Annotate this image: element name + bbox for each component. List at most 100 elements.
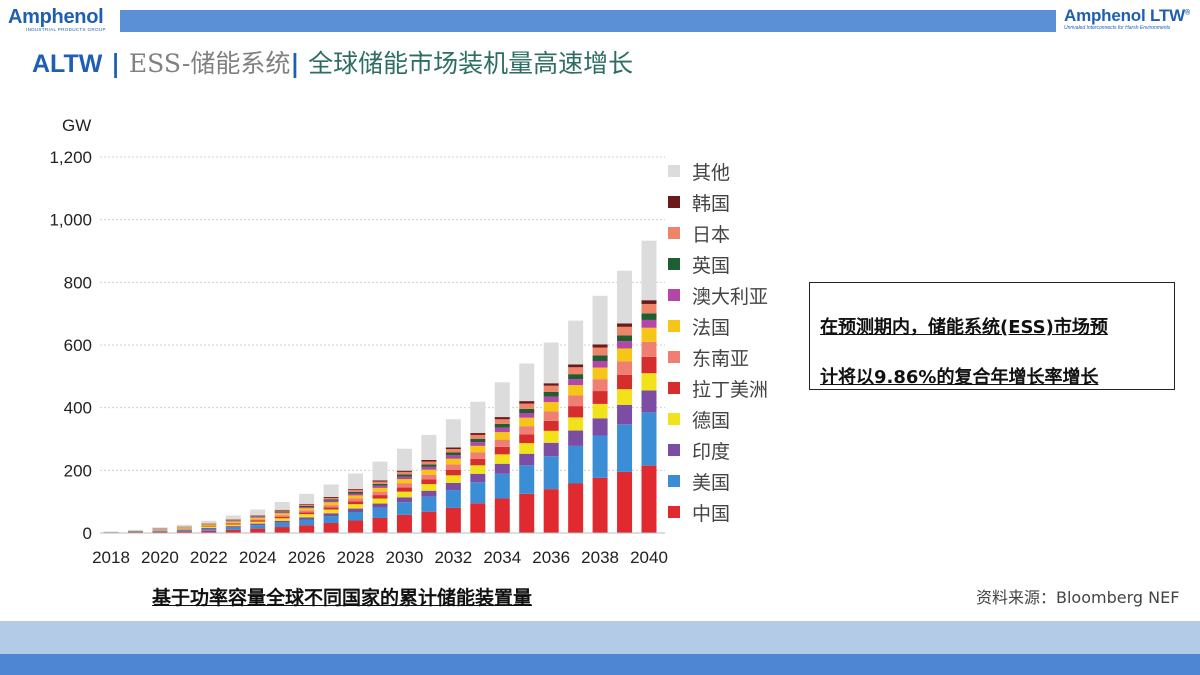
bar-segment-2024 (250, 521, 266, 524)
legend-label: 美国 (692, 472, 730, 494)
bar-segment-2038 (592, 347, 608, 356)
bar-segment-2038 (592, 360, 608, 368)
bar-segment-2038 (592, 295, 608, 345)
bar-segment-2025 (274, 515, 290, 517)
bar-segment-2037 (568, 379, 584, 386)
bar-segment-2035 (519, 443, 535, 454)
y-tick-label: 600 (64, 336, 92, 355)
bar-segment-2029 (372, 487, 388, 492)
bar-segment-2040 (641, 465, 657, 533)
bar-segment-2033 (470, 473, 486, 483)
bar-segment-2040 (641, 300, 657, 304)
y-tick-label: 200 (64, 461, 92, 480)
bar-segment-2034 (494, 498, 510, 533)
bar-segment-2026 (299, 510, 315, 513)
bar-segment-2029 (372, 495, 388, 499)
bar-segment-2022 (201, 527, 217, 529)
bar-segment-2028 (348, 520, 364, 533)
legend-swatch (668, 413, 680, 425)
bar-segment-2020 (152, 530, 168, 532)
bar-segment-2034 (494, 463, 510, 474)
bar-segment-2031 (421, 464, 437, 467)
bar-segment-2035 (519, 417, 535, 427)
bar-segment-2034 (494, 454, 510, 464)
x-tick-label: 2028 (337, 548, 375, 567)
bar-segment-2031 (421, 434, 437, 460)
bar-segment-2033 (470, 401, 486, 434)
bar-segment-2028 (348, 512, 364, 521)
bar-segment-2030 (396, 497, 412, 503)
bar-segment-2023 (225, 526, 241, 528)
bar-segment-2023 (225, 529, 241, 533)
bar-segment-2028 (348, 491, 364, 494)
bar-segment-2040 (641, 240, 657, 301)
bar-segment-2029 (372, 483, 388, 486)
x-tick-label: 2022 (190, 548, 228, 567)
bar-segment-2034 (494, 419, 510, 424)
legend-label: 拉丁美洲 (692, 379, 768, 401)
bar-segment-2033 (470, 465, 486, 474)
bar-segment-2029 (372, 503, 388, 508)
bar-segment-2036 (543, 392, 559, 397)
bar-segment-2027 (323, 522, 339, 533)
bar-segment-2039 (617, 404, 633, 425)
growth-note-line-1: 在预测期内，储能系统(ESS)市场预 (820, 317, 1108, 338)
bar-segment-2032 (445, 452, 461, 456)
bar-segment-2030 (396, 487, 412, 492)
bar-segment-2027 (323, 497, 339, 500)
bar-segment-2025 (274, 520, 290, 523)
amphenol-logo: Amphenol INDUSTRIAL PRODUCTS GROUP (8, 6, 106, 32)
bar-segment-2028 (348, 498, 364, 502)
bar-segment-2022 (201, 526, 217, 527)
bar-segment-2035 (519, 401, 535, 404)
bar-segment-2035 (519, 412, 535, 418)
bar-segment-2031 (421, 459, 437, 462)
bar-segment-2032 (445, 464, 461, 470)
bar-segment-2038 (592, 477, 608, 533)
bar-segment-2030 (396, 470, 412, 472)
bar-segment-2026 (299, 504, 315, 506)
bar-segment-2040 (641, 341, 657, 357)
bar-segment-2033 (470, 458, 486, 466)
bar-segment-2022 (201, 526, 217, 528)
legend-swatch (668, 320, 680, 332)
bar-segment-2025 (274, 527, 290, 533)
bar-segment-2025 (274, 501, 290, 510)
bar-segment-2027 (323, 516, 339, 523)
bar-segment-2029 (372, 461, 388, 481)
bar-segment-2036 (543, 402, 559, 412)
bar-segment-2027 (323, 502, 339, 506)
bar-segment-2028 (348, 495, 364, 499)
bar-segment-2030 (396, 471, 412, 475)
growth-note-box: 在预测期内，储能系统(ESS)市场预 计将以9.86%的复合年增长率增长 (809, 282, 1175, 390)
bar-segment-2026 (299, 517, 315, 520)
bar-segment-2037 (568, 385, 584, 396)
bar-segment-2023 (225, 523, 241, 525)
legend-swatch (668, 227, 680, 239)
x-tick-label: 2036 (532, 548, 570, 567)
bar-segment-2035 (519, 363, 535, 402)
y-tick-label: 800 (64, 273, 92, 292)
legend-swatch (668, 165, 680, 177)
bar-segment-2040 (641, 327, 657, 342)
bar-segment-2025 (274, 510, 290, 512)
bar-segment-2035 (519, 453, 535, 466)
bar-segment-2037 (568, 417, 584, 431)
bar-segment-2021 (176, 529, 192, 531)
bar-segment-2036 (543, 430, 559, 443)
bar-segment-2039 (617, 471, 633, 533)
legend-label: 法国 (692, 317, 730, 339)
bar-segment-2034 (494, 382, 510, 418)
bar-segment-2027 (323, 507, 339, 510)
bar-segment-2036 (543, 442, 559, 457)
bar-segment-2023 (225, 515, 241, 520)
x-tick-label: 2018 (92, 548, 130, 567)
bar-segment-2022 (201, 528, 217, 531)
legend-swatch (668, 506, 680, 518)
bar-segment-2030 (396, 474, 412, 477)
bar-segment-2032 (445, 475, 461, 483)
legend-swatch (668, 289, 680, 301)
bar-segment-2035 (519, 465, 535, 494)
bar-segment-2031 (421, 461, 437, 465)
slide-title: ALTW | ESS-储能系统| 全球储能市场装机量高速增长 (32, 49, 634, 78)
